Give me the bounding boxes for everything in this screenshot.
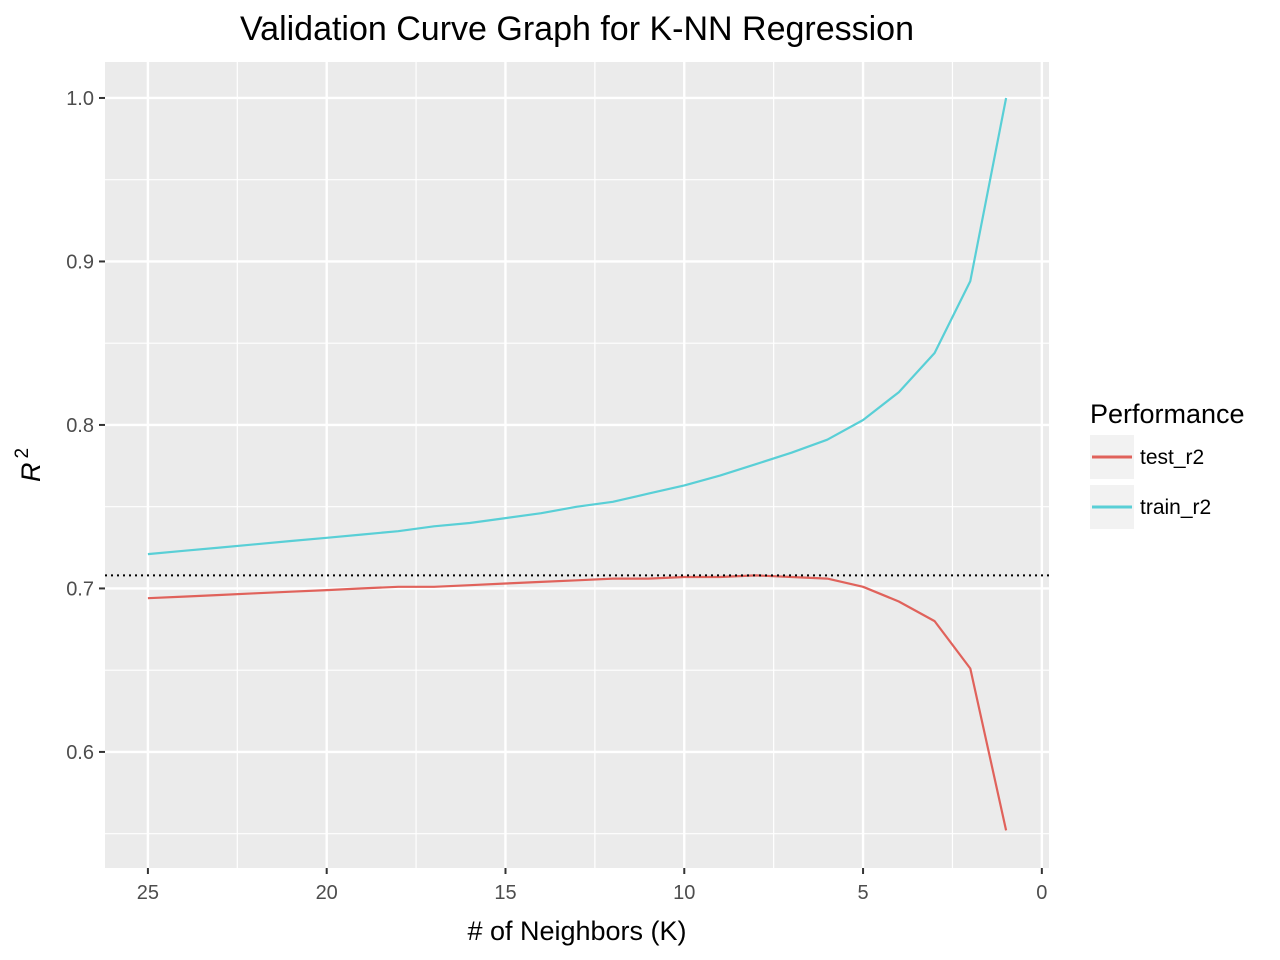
chart-title: Validation Curve Graph for K-NN Regressi… [240,10,914,48]
minor-gridlines [105,62,1049,868]
x-tick-label: 15 [494,882,516,904]
legend: Performance test_r2 train_r2 [1090,399,1245,529]
x-tick-label: 0 [1036,882,1047,904]
series-lines [147,97,1008,831]
legend-label-train_r2: train_r2 [1140,496,1211,519]
x-tick-label: 10 [673,882,695,904]
x-axis-ticks: 25 20 15 10 5 0 [137,868,1047,904]
y-tick-label: 0.9 [66,251,94,273]
y-tick-label: 0.6 [66,742,94,764]
x-tick-label: 20 [316,882,338,904]
y-axis-title-superscript: 2 [12,448,33,459]
y-tick-label: 1.0 [66,88,94,110]
y-axis-title-base: R [16,463,46,483]
series-line-test_r2 [147,574,1008,831]
legend-entries: test_r2 train_r2 [1090,435,1211,529]
x-axis-title: # of Neighbors (K) [467,916,686,946]
x-tick-label: 5 [857,882,868,904]
plot-panel [105,62,1049,868]
legend-label-test_r2: test_r2 [1140,446,1204,469]
series-line-train_r2 [147,97,1008,556]
x-tick-label: 25 [137,882,159,904]
legend-title: Performance [1090,399,1245,429]
y-axis-title: R2 [12,448,46,482]
y-axis-ticks: 0.6 0.7 0.8 0.9 1.0 [66,88,105,764]
y-tick-label: 0.8 [66,415,94,437]
major-gridlines [105,62,1049,868]
y-tick-label: 0.7 [66,578,94,600]
